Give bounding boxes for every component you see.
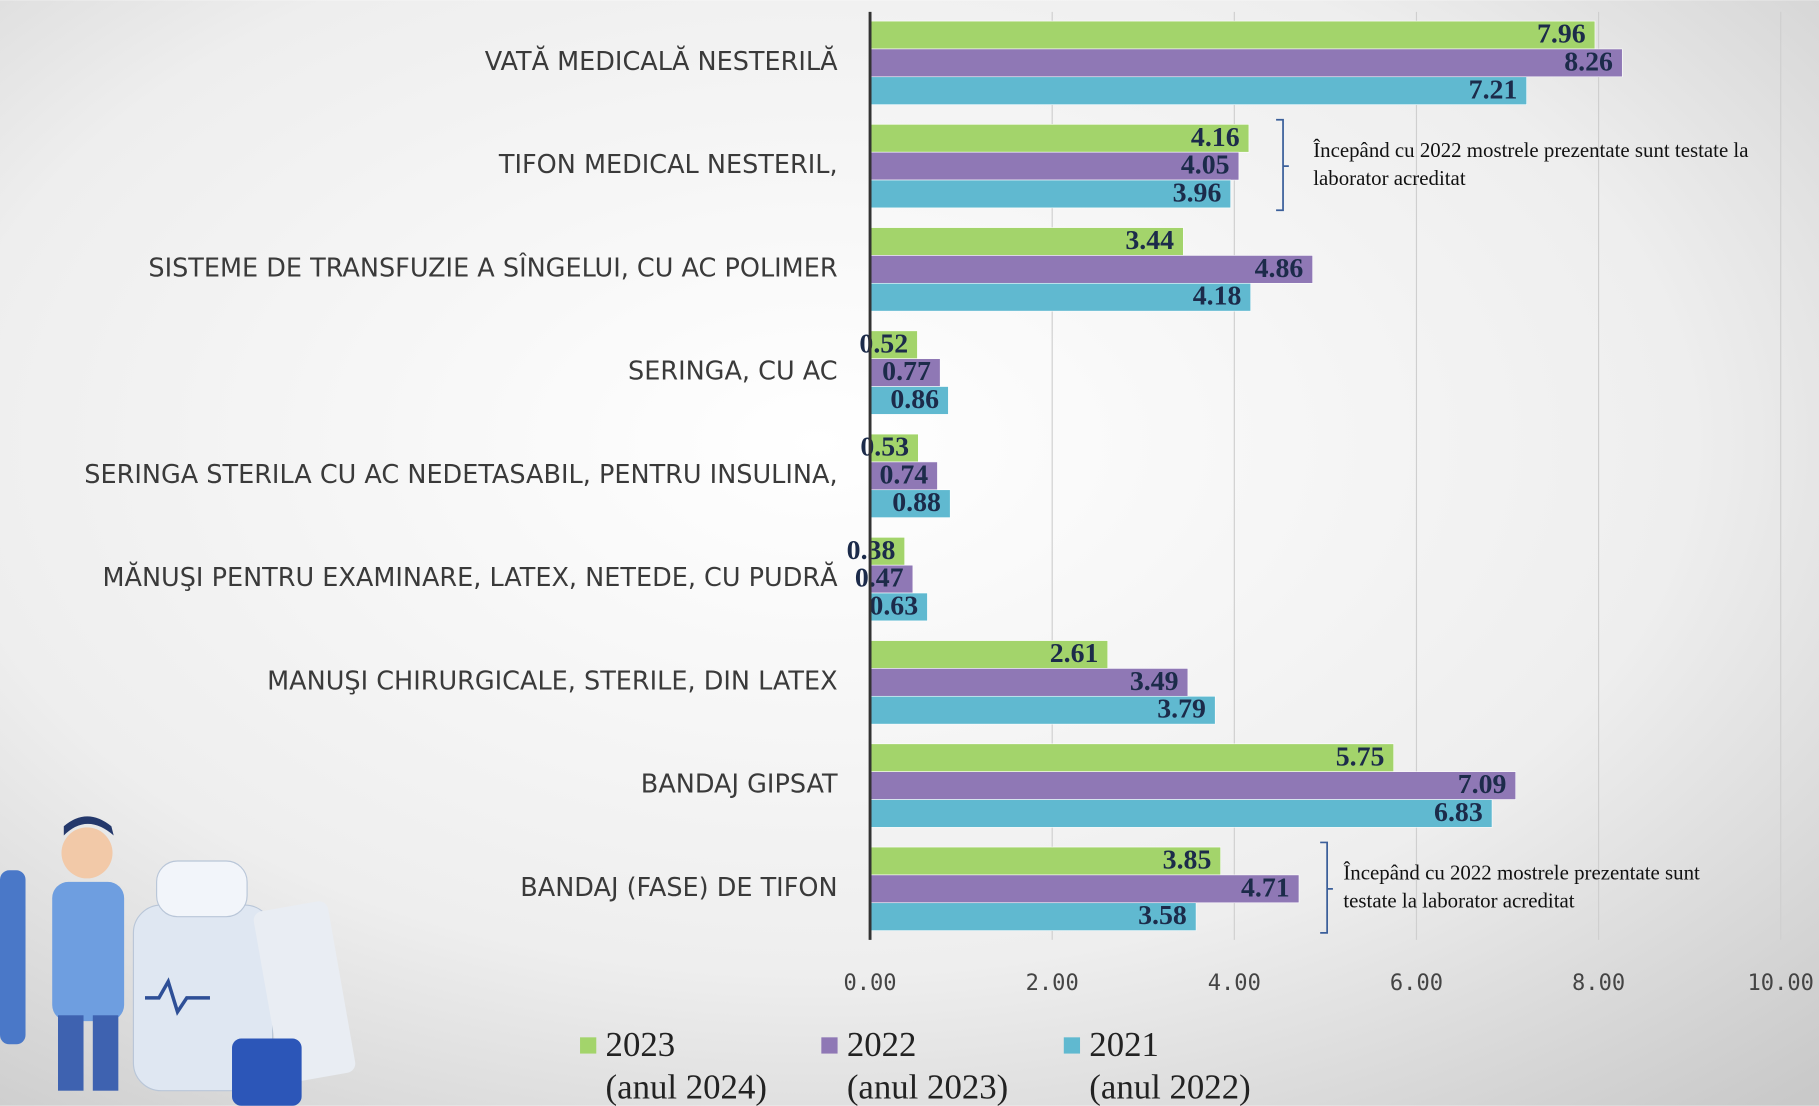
legend-period: (anul 2023) [847,1068,1008,1106]
value-label: 5.75 [1336,741,1385,772]
category-label: MĂNUŞI PENTRU EXAMINARE, LATEX, NETEDE, … [103,562,839,593]
value-label: 7.21 [1469,74,1518,105]
bar [869,76,1527,105]
annotation-bracket [1276,118,1289,212]
value-label: 4.18 [1193,281,1242,312]
bar [869,695,1216,725]
legend-label: 2021 [1089,1025,1159,1064]
value-label: 0.63 [869,590,918,621]
x-tick-label: 6.00 [1390,971,1443,996]
bar [869,846,1221,876]
value-label: 0.52 [859,328,908,359]
category-label: BANDAJ (FASE) DE TIFON [520,873,837,903]
category-label: SISTEME DE TRANSFUZIE A SÎNGELUI, CU AC … [148,253,837,283]
value-label: 0.77 [882,356,931,387]
annotation-text: laborator acreditat [1313,166,1466,190]
legend-swatch [821,1037,838,1054]
x-tick-label: 4.00 [1208,971,1261,996]
legend-swatch [580,1037,597,1054]
value-label: 4.71 [1241,872,1290,903]
bar [869,124,1250,153]
illustration [0,816,356,1106]
bar [869,255,1313,284]
bar [869,743,1394,772]
bar [869,489,951,518]
bar [869,48,1623,78]
value-label: 3.44 [1125,225,1174,256]
annotation-bracket [1320,841,1333,934]
annotation-text: testate la laborator acreditat [1343,889,1574,913]
legend-swatch [1063,1037,1081,1054]
legend-label: 2023 [606,1025,676,1064]
value-label: 0.86 [890,384,939,415]
bar [869,537,905,566]
value-label: 6.83 [1434,797,1483,828]
bar [869,874,1300,904]
bar [869,227,1184,256]
bar [869,386,949,415]
value-label: 4.16 [1191,122,1240,153]
x-tick-label: 8.00 [1572,971,1625,996]
value-label: 7.09 [1458,769,1507,800]
category-label: TIFON MEDICAL NESTERIL, [498,150,838,180]
legend-period: (anul 2024) [606,1068,767,1106]
bar [869,902,1197,931]
value-label: 3.85 [1163,845,1212,876]
value-label: 3.49 [1130,666,1179,697]
value-label: 3.58 [1138,900,1187,931]
category-label: BANDAJ GIPSAT [641,770,838,800]
bar [869,461,938,491]
bar [869,640,1109,669]
category-label: MANUŞI CHIRURGICALE, STERILE, DIN LATEX [267,666,837,696]
value-label: 0.47 [855,563,904,594]
bar [869,20,1596,50]
annotation-text: Începând cu 2022 mostrele prezentate sun… [1343,861,1700,885]
x-tick-label: 0.00 [844,971,897,996]
bar [869,151,1240,181]
bar [869,799,1493,828]
value-label: 3.96 [1173,178,1222,209]
bar [869,282,1252,312]
bar [869,330,918,359]
category-label: SERINGA STERILA CU AC NEDETASABIL, PENTR… [84,460,837,490]
bar [869,179,1231,209]
x-tick-label: 10.00 [1748,971,1814,996]
value-label: 7.96 [1537,19,1586,50]
value-label: 8.26 [1564,46,1613,77]
value-label: 2.61 [1050,638,1099,669]
value-label: 4.86 [1255,253,1304,284]
legend-period: (anul 2022) [1089,1068,1250,1106]
value-label: 0.74 [879,459,928,490]
value-label: 3.79 [1157,694,1206,725]
bar [869,433,919,463]
x-tick-label: 2.00 [1026,971,1079,996]
legend-label: 2022 [847,1025,917,1064]
category-label: VATĂ MEDICALĂ NESTERILĂ [485,46,838,77]
bar [869,771,1517,800]
value-label: 0.88 [892,487,941,518]
value-label: 4.05 [1181,150,1230,181]
bar [869,564,914,594]
value-label: 0.53 [860,432,909,463]
category-label: SERINGA, CU AC [628,357,838,387]
annotation-text: Începând cu 2022 mostrele prezentate sun… [1313,138,1748,162]
